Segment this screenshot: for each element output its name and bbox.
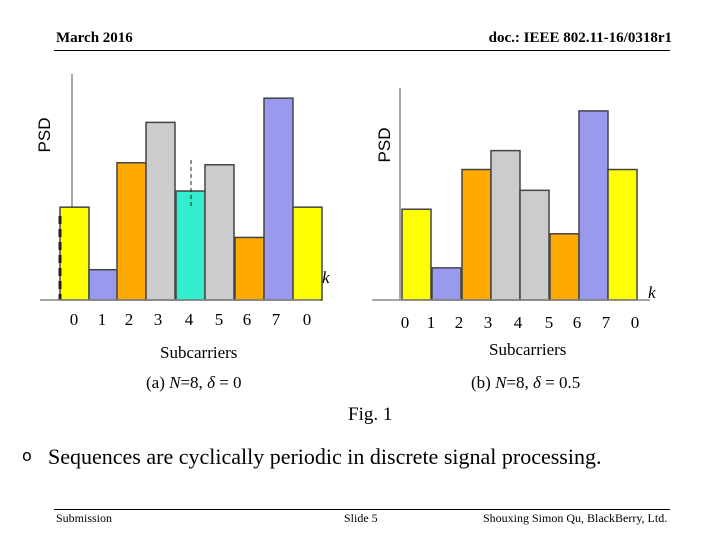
bar-4 (519, 189, 550, 301)
panel-label: (a) N=8, δ = 0 (146, 373, 242, 392)
bar-6 (234, 236, 265, 301)
tick-label-8: 0 (631, 313, 640, 332)
bar-1 (88, 268, 119, 301)
bar-7 (263, 97, 294, 301)
bar-2 (461, 168, 492, 301)
x-axis-label: Subcarriers (160, 343, 237, 362)
bar-1 (431, 267, 462, 301)
tick-label-0: 0 (401, 313, 410, 332)
tick-label-3: 3 (154, 310, 163, 329)
tick-label-7: 7 (602, 313, 611, 332)
footer-center: Slide 5 (344, 511, 378, 525)
bar-3 (490, 149, 521, 301)
y-axis-label: PSD (35, 118, 54, 153)
bar-0 (401, 208, 432, 301)
tick-label-3: 3 (484, 313, 493, 332)
tick-label-5: 5 (545, 313, 554, 332)
bar-7 (607, 168, 638, 301)
x-axis-label: Subcarriers (489, 340, 566, 359)
header-doc-id: doc.: IEEE 802.11-16/0318r1 (488, 30, 672, 46)
axis-variable-label: k (322, 268, 330, 287)
bar-4 (175, 190, 206, 301)
bar-5 (549, 233, 580, 301)
header-date: March 2016 (56, 30, 133, 46)
footer-rule (54, 509, 670, 510)
bar-6 (578, 110, 609, 301)
axis-variable-label: k (648, 283, 656, 302)
bar-0 (59, 206, 90, 301)
tick-label-5: 5 (215, 310, 224, 329)
tick-label-0: 0 (70, 310, 79, 329)
footer-right: Shouxing Simon Qu, BlackBerry, Ltd. (483, 511, 668, 525)
tick-label-7: 7 (272, 310, 281, 329)
tick-label-1: 1 (427, 313, 436, 332)
tick-label-4: 4 (514, 313, 523, 332)
bullet-text: Sequences are cyclically periodic in dis… (48, 444, 602, 469)
bar-5 (204, 164, 235, 301)
bullet-icon: o (22, 446, 32, 465)
tick-label-2: 2 (455, 313, 464, 332)
tick-label-6: 6 (243, 310, 252, 329)
bar-2 (116, 162, 147, 301)
bar-8 (292, 206, 323, 301)
header-rule (54, 50, 670, 51)
tick-label-8: 0 (303, 310, 312, 329)
panel-label: (b) N=8, δ = 0.5 (471, 373, 580, 392)
figure-caption: Fig. 1 (348, 404, 393, 425)
footer-left: Submission (56, 511, 113, 525)
tick-label-2: 2 (125, 310, 134, 329)
tick-label-1: 1 (98, 310, 107, 329)
y-axis-label: PSD (375, 128, 394, 163)
tick-label-4: 4 (185, 310, 194, 329)
tick-label-6: 6 (573, 313, 582, 332)
bar-3 (145, 121, 176, 301)
